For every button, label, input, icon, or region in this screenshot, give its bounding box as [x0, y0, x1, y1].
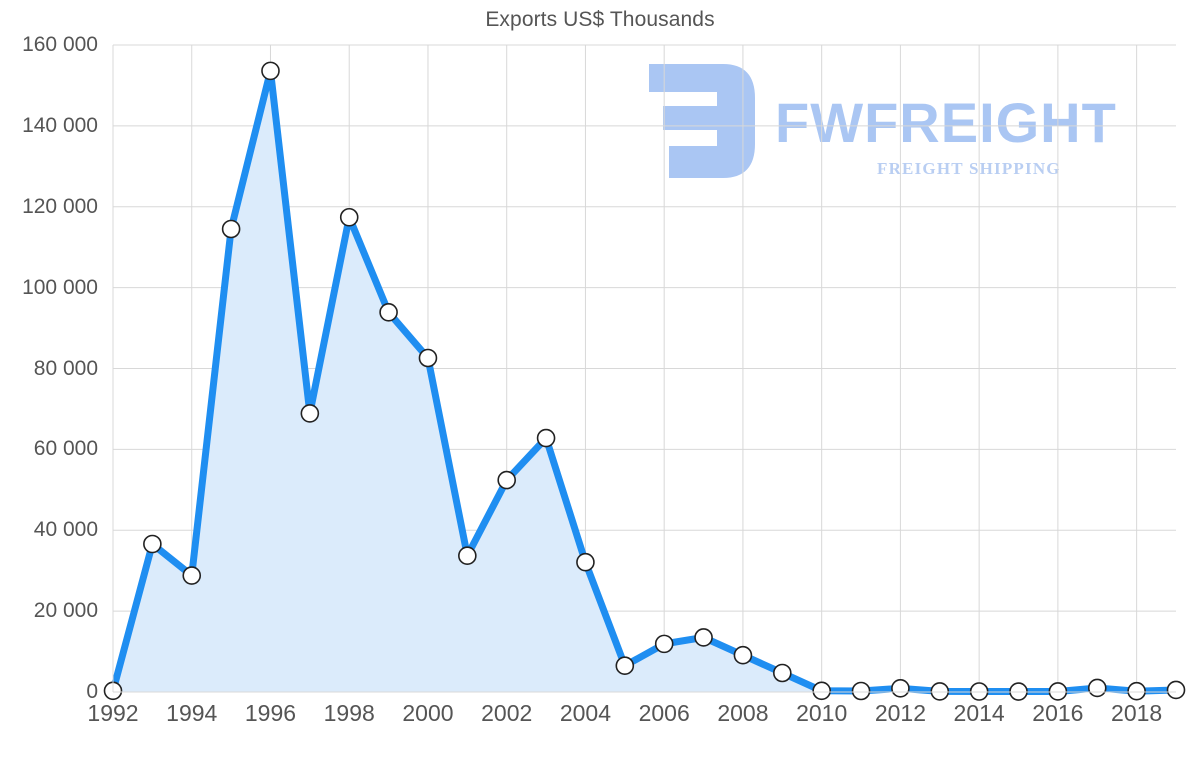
x-axis-tick-label: 1998: [323, 700, 375, 726]
y-axis-tick-label: 0: [86, 680, 98, 703]
y-axis: 0 20 000 40 000 60 000 80 000 100 000 120 000 1…: [0, 0, 98, 763]
data-point-marker[interactable]: [694, 628, 713, 647]
x-axis-tick-label: 2010: [796, 700, 848, 726]
x-axis-tick-label: 2014: [953, 700, 1005, 726]
data-point-marker[interactable]: [615, 656, 635, 676]
data-point-marker[interactable]: [300, 404, 320, 423]
y-axis-tick-label: 120 000: [22, 194, 98, 218]
x-axis-tick-label: 2008: [717, 700, 769, 726]
data-point-marker[interactable]: [221, 219, 241, 239]
x-axis-tick-label: 1992: [87, 700, 139, 726]
y-axis-tick-label: 40 000: [33, 518, 98, 542]
data-point-marker[interactable]: [143, 534, 162, 554]
y-axis-tick-label: 80 000: [33, 356, 98, 380]
data-point-marker[interactable]: [379, 302, 398, 322]
data-point-marker[interactable]: [261, 61, 280, 81]
data-point-marker[interactable]: [1087, 678, 1107, 698]
x-axis-tick-label: 2016: [1032, 700, 1084, 726]
x-axis-tick-label: 2018: [1111, 700, 1163, 726]
data-point-marker[interactable]: [576, 552, 595, 572]
data-point-marker[interactable]: [772, 663, 792, 683]
data-point-marker[interactable]: [1166, 680, 1186, 700]
x-axis-tick-label: 2002: [481, 700, 533, 726]
series-area-fill: [113, 70, 1176, 692]
x-axis-tick-label: 2012: [874, 700, 926, 726]
data-point-marker[interactable]: [418, 348, 438, 368]
y-axis-tick-label: 20 000: [33, 599, 98, 623]
data-point-marker[interactable]: [891, 679, 910, 698]
y-axis-tick-label: 100 000: [22, 275, 98, 299]
data-point-marker[interactable]: [182, 566, 202, 585]
data-point-marker[interactable]: [812, 681, 831, 701]
y-axis-tick-label: 60 000: [33, 437, 98, 461]
x-axis-tick-label: 2000: [402, 700, 454, 726]
data-point-marker[interactable]: [339, 207, 359, 227]
x-axis-tick-label: 1996: [244, 700, 297, 726]
data-point-marker[interactable]: [733, 645, 753, 665]
data-point-marker[interactable]: [1048, 682, 1068, 701]
y-axis-tick-label: 140 000: [22, 113, 98, 137]
data-point-marker[interactable]: [851, 681, 871, 701]
x-axis-tick-label: 2006: [638, 700, 690, 726]
chart-title: Exports US$ Thousands: [485, 8, 715, 31]
data-point-marker[interactable]: [536, 428, 556, 448]
data-point-marker[interactable]: [654, 634, 674, 654]
data-point-marker[interactable]: [930, 682, 950, 701]
data-point-marker[interactable]: [458, 546, 477, 566]
y-axis-tick-label: 160 000: [22, 33, 98, 56]
x-axis-tick-label: 2004: [559, 700, 612, 726]
x-axis-tick-label: 1994: [166, 700, 218, 726]
data-point-marker[interactable]: [497, 470, 517, 490]
data-point-marker[interactable]: [1127, 681, 1146, 701]
series-markers: [103, 61, 1186, 701]
